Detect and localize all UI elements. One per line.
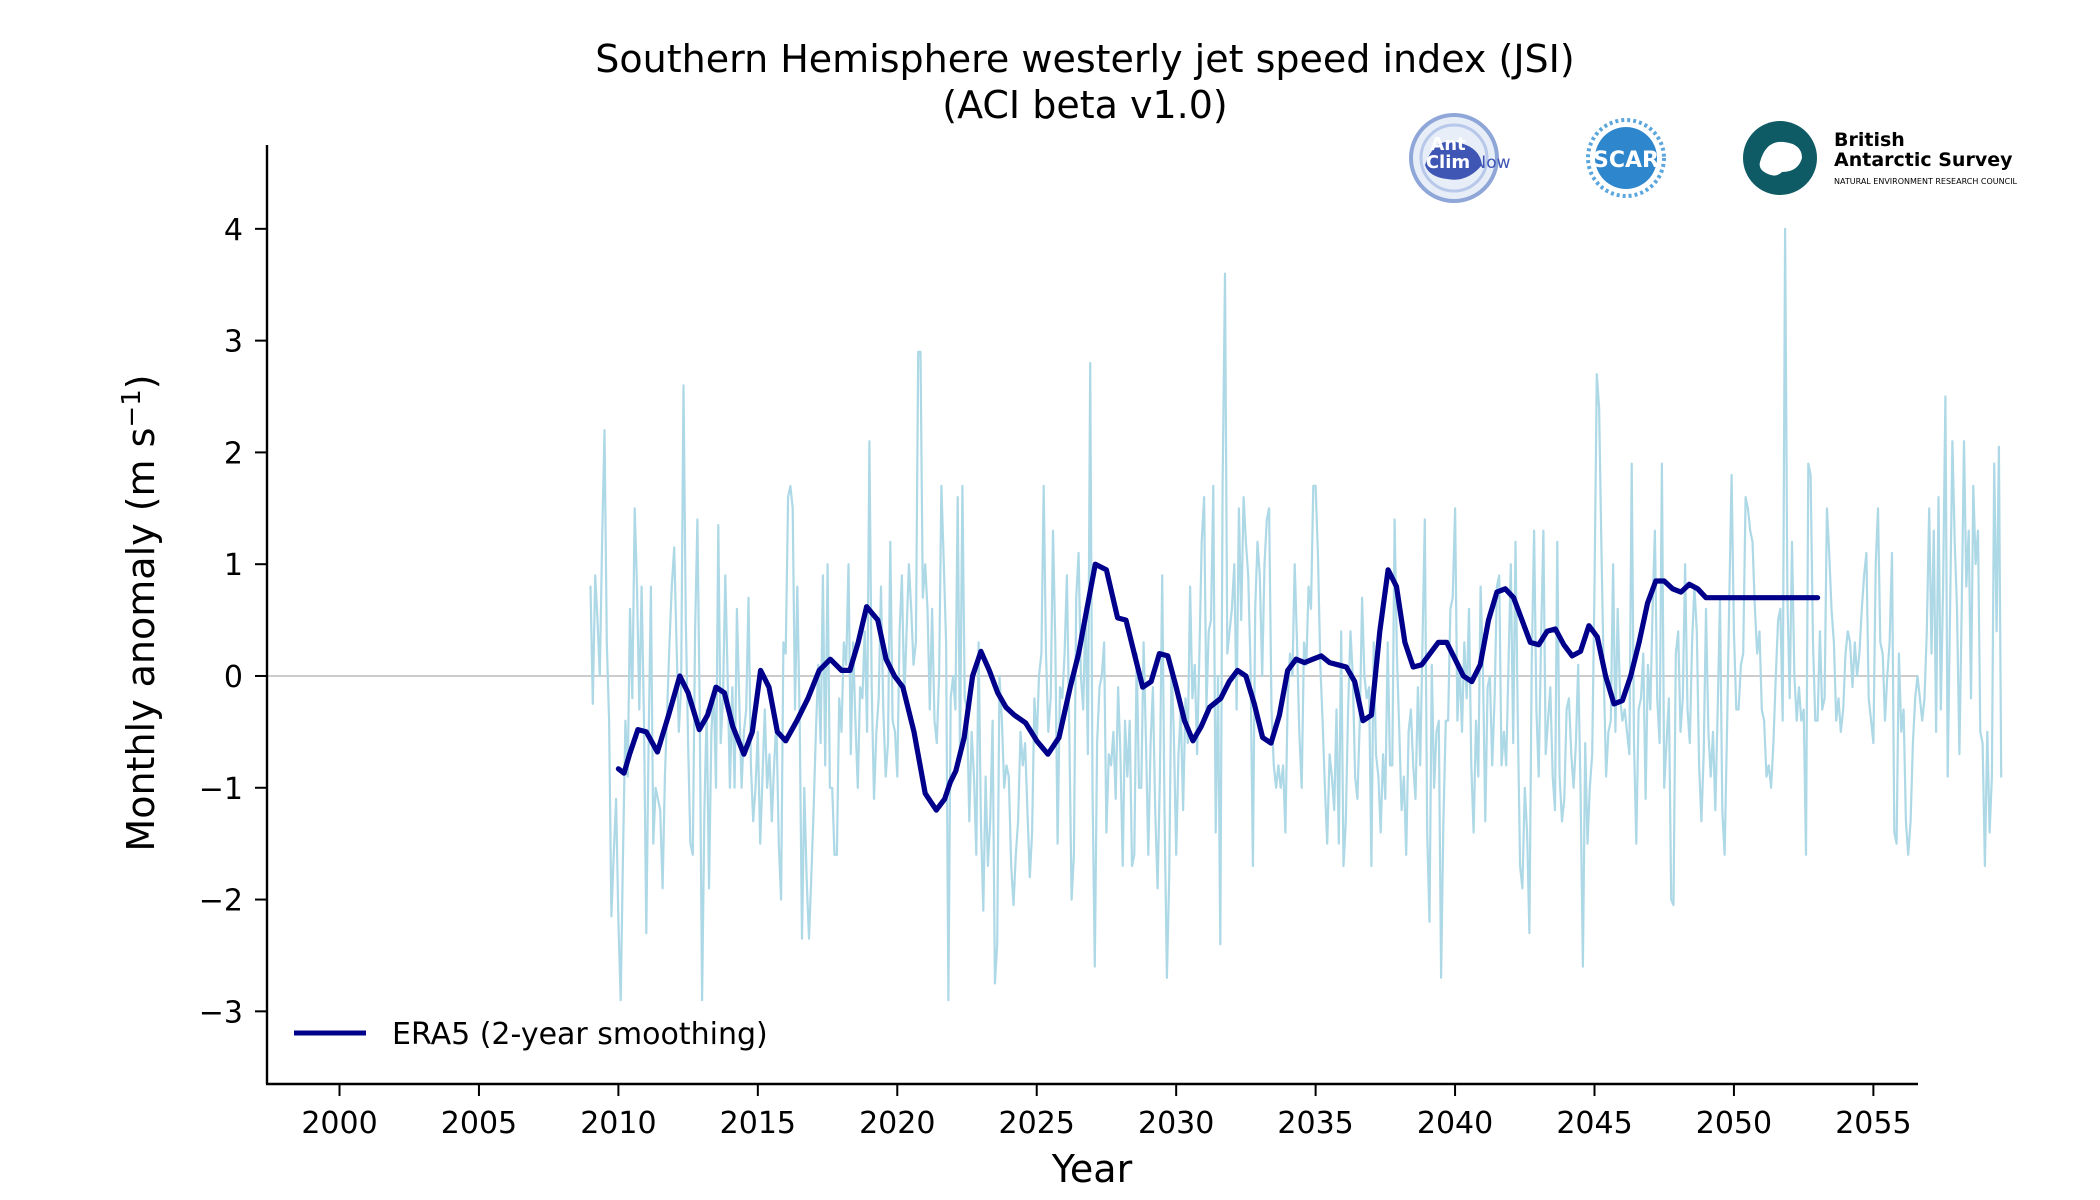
x-tick-label: 2055 — [1835, 1106, 1911, 1141]
x-tick-label: 2040 — [1417, 1106, 1493, 1141]
x-axis-label: Year — [1051, 1147, 1133, 1191]
x-tick-label: 2015 — [720, 1106, 796, 1141]
x-tick-label: 2020 — [859, 1106, 935, 1141]
y-tick-label: 0 — [224, 660, 243, 695]
y-tick-label: 2 — [224, 436, 243, 471]
y-tick-label: −2 — [199, 884, 243, 919]
x-tick-label: 2025 — [999, 1106, 1075, 1141]
y-tick-label: 1 — [224, 548, 243, 583]
x-tick-label: 2005 — [441, 1106, 517, 1141]
chart-title: Southern Hemisphere westerly jet speed i… — [595, 37, 1574, 81]
x-tick-label: 2000 — [301, 1106, 377, 1141]
y-tick-label: −1 — [199, 772, 243, 807]
antclimnow-line2: Clim — [1426, 152, 1470, 173]
y-axis-label-exponent: −1 — [117, 389, 147, 427]
x-tick-label: 2030 — [1138, 1106, 1214, 1141]
bas-line3: NATURAL ENVIRONMENT RESEARCH COUNCIL — [1834, 177, 2018, 186]
antclimnow-logo: Ant Clim Now — [1409, 113, 1511, 203]
x-tick-label: 2045 — [1556, 1106, 1632, 1141]
chart-subtitle: (ACI beta v1.0) — [942, 83, 1227, 127]
scar-logo: SCAR — [1586, 118, 1666, 198]
legend-label: ERA5 (2-year smoothing) — [392, 1017, 768, 1052]
bas-line1: British — [1834, 129, 1905, 151]
y-axis-label-text: Monthly anomaly (m s — [119, 428, 163, 852]
y-axis-label-close: ) — [119, 374, 163, 389]
y-axis-label: Monthly anomaly (m s−1) — [117, 374, 163, 851]
bas-logo: British Antarctic Survey NATURAL ENVIRON… — [1743, 121, 2018, 195]
x-tick-label: 2010 — [580, 1106, 656, 1141]
bas-line2: Antarctic Survey — [1834, 149, 2013, 171]
y-tick-label: 4 — [224, 213, 243, 248]
monthly-anomaly-line — [589, 227, 2003, 1002]
x-tick-label: 2050 — [1696, 1106, 1772, 1141]
legend: ERA5 (2-year smoothing) — [294, 1017, 768, 1052]
smoothed-series — [615, 561, 1821, 813]
y-tick-label: 3 — [224, 325, 243, 360]
scar-text: SCAR — [1593, 148, 1659, 173]
smoothed-era5-line — [615, 561, 1821, 813]
y-tick-label: −3 — [199, 995, 243, 1030]
monthly-series — [589, 227, 2003, 1002]
antclimnow-suffix: Now — [1473, 153, 1510, 173]
antclimnow-line1: Ant — [1430, 134, 1466, 155]
y-ticks: −3 −2 −1 0 1 2 3 4 — [199, 213, 267, 1030]
x-tick-label: 2035 — [1277, 1106, 1353, 1141]
x-ticks: 2000 2005 2010 2015 2020 2025 2030 2035 2040 2045… — [301, 1084, 1912, 1141]
